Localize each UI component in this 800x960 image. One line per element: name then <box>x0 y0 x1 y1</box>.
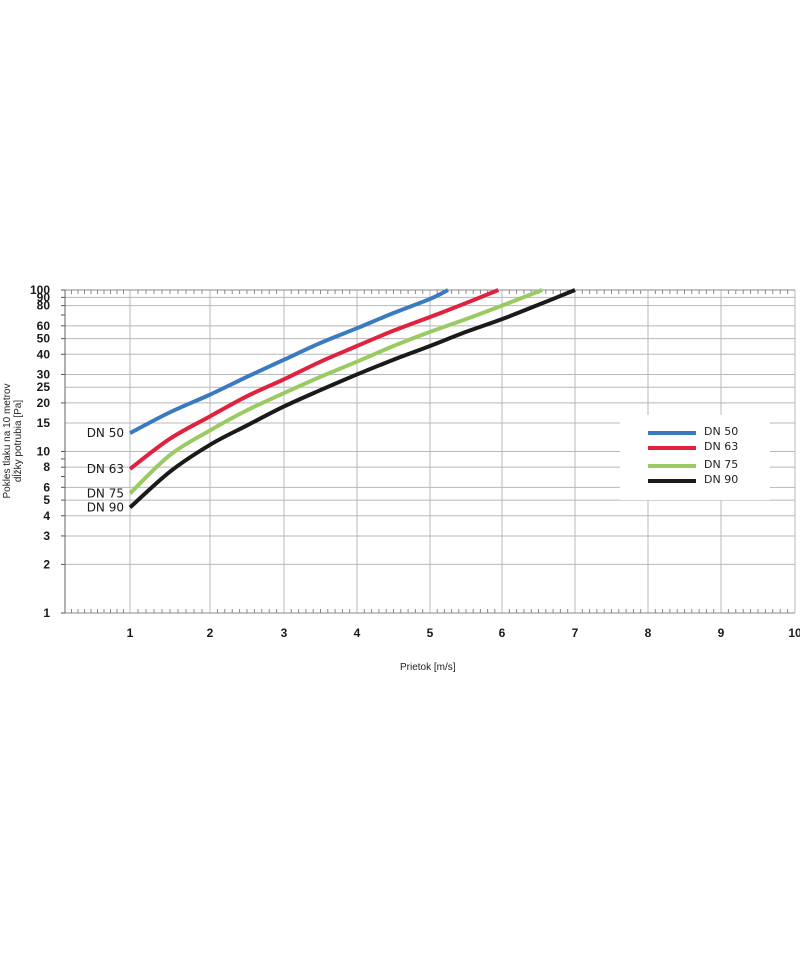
series-start-label-dn75: DN 75 <box>87 486 124 500</box>
x-tick-label: 10 <box>788 626 800 640</box>
legend-item-dn50: DN 50 <box>648 425 778 439</box>
legend-swatch-dn90 <box>648 479 696 483</box>
y-axis-label: Pokles tlaku na 10 metrov dĺžky potrubia… <box>2 366 24 516</box>
y-tick-label: 60 <box>37 319 51 333</box>
legend-swatch-dn63 <box>648 446 696 450</box>
y-tick-label: 90 <box>37 290 51 304</box>
x-tick-label: 4 <box>354 626 361 640</box>
series-lines <box>128 288 576 509</box>
y-axis-label-line-1: Pokles tlaku na 10 metrov <box>2 383 13 499</box>
y-tick-label: 20 <box>37 396 51 410</box>
y-tick-label: 100 <box>30 283 50 297</box>
y-tick-label: 2 <box>43 557 50 571</box>
y-tick-label: 3 <box>43 529 50 543</box>
series-line-dn90 <box>128 288 576 509</box>
legend-item-dn75: DN 75 <box>648 458 778 472</box>
series-start-label-dn63: DN 63 <box>87 462 124 476</box>
x-tick-label: 7 <box>572 626 579 640</box>
x-tick-label: 9 <box>718 626 725 640</box>
series-line-dn63 <box>128 288 500 471</box>
y-tick-label: 50 <box>37 332 51 346</box>
legend-swatch-dn50 <box>648 431 696 435</box>
legend-label-dn90: DN 90 <box>704 473 739 486</box>
x-tick-label: 6 <box>499 626 506 640</box>
y-tick-label: 4 <box>43 509 50 523</box>
y-tick-label: 1 <box>43 606 50 620</box>
series-start-label-dn50: DN 50 <box>87 426 124 440</box>
legend-swatch-dn75 <box>648 464 696 468</box>
x-tick-label: 2 <box>207 626 214 640</box>
legend-label-dn75: DN 75 <box>704 458 739 471</box>
x-tick-label: 3 <box>281 626 288 640</box>
y-tick-label: 15 <box>37 416 51 430</box>
legend-label-dn50: DN 50 <box>704 425 739 438</box>
x-tick-labels: 1 2 3 4 5 6 7 8 9 10 <box>127 626 800 640</box>
series-start-label-dn90: DN 90 <box>87 501 124 515</box>
y-tick-label: 30 <box>37 367 51 381</box>
axes <box>61 289 795 614</box>
y-tick-label: 6 <box>43 480 50 494</box>
legend-item-dn63: DN 63 <box>648 440 778 454</box>
legend: DN 50 DN 63 DN 75 DN 90 <box>620 415 770 500</box>
x-tick-label: 8 <box>645 626 652 640</box>
series-line-dn50 <box>129 288 449 435</box>
y-tick-label: 40 <box>37 347 51 361</box>
series-line-dn75 <box>128 288 543 495</box>
y-tick-label: 10 <box>37 445 51 459</box>
legend-item-dn90: DN 90 <box>648 473 778 487</box>
y-tick-label: 25 <box>37 380 51 394</box>
y-tick-label: 8 <box>43 460 50 474</box>
y-tick-label: 5 <box>43 493 50 507</box>
y-axis-label-line-2: dĺžky potrubia [Pa] <box>13 399 24 483</box>
legend-label-dn63: DN 63 <box>704 440 739 453</box>
x-axis-label: Prietok [m/s] <box>400 662 456 673</box>
x-tick-label: 1 <box>127 626 134 640</box>
x-tick-label: 5 <box>427 626 434 640</box>
y-tick-label: 80 <box>37 299 51 313</box>
